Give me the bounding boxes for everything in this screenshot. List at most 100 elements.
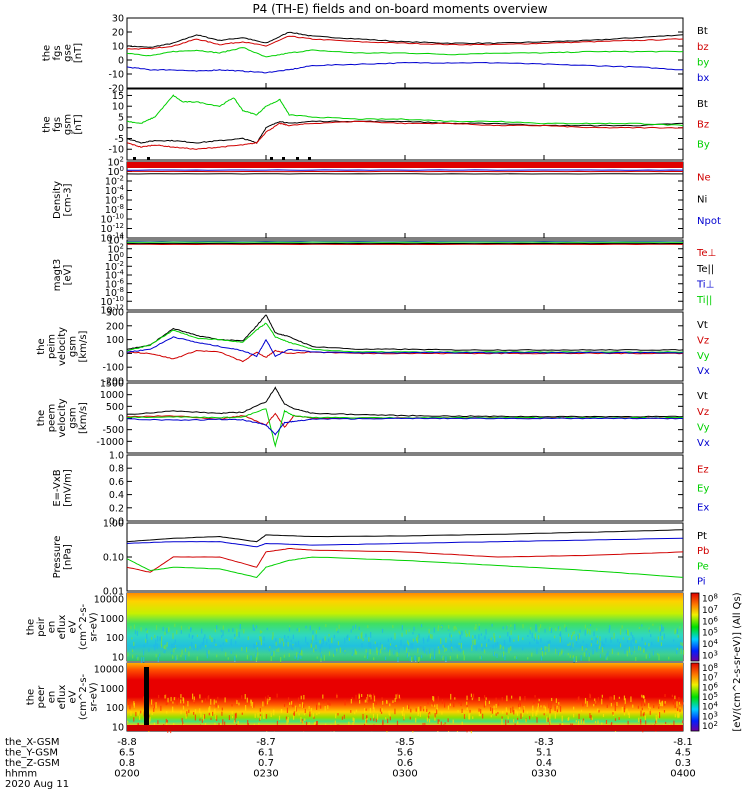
series-line-Vt (126, 314, 684, 351)
spectrogram-speckle (584, 629, 586, 636)
spectrogram-speckle (502, 646, 504, 650)
spectrogram-speckle (490, 707, 492, 712)
spectrogram-speckle (429, 711, 431, 715)
spectrogram-speckle (301, 650, 303, 656)
spectrogram-speckle (154, 645, 156, 651)
spectrogram-speckle (167, 697, 169, 703)
spectrogram-speckle (599, 642, 601, 647)
spectrogram-speckle (674, 714, 676, 718)
y-axis-label: the (41, 45, 52, 61)
spectrogram-speckle (466, 695, 468, 701)
spectrogram-speckle (381, 644, 383, 650)
spectrogram-speckle (148, 719, 150, 724)
spectrogram-speckle (300, 695, 302, 700)
spectrogram-speckle (645, 720, 647, 725)
spectrogram-speckle (415, 656, 417, 662)
y-tick-label: 10-8 (105, 203, 124, 216)
spectrogram-speckle (320, 653, 322, 659)
y-tick-label: 10-10 (100, 213, 124, 226)
spectrogram-speckle (624, 705, 626, 710)
spectrogram-speckle (187, 700, 189, 707)
spectrogram-speckle (276, 693, 278, 698)
spectrogram-speckle (673, 639, 675, 642)
spectrogram-speckle (253, 627, 256, 631)
spectrogram-speckle (362, 638, 364, 642)
spectrogram-speckle (485, 700, 487, 706)
spectrogram-speckle (381, 708, 383, 711)
spectrogram-speckle (466, 701, 468, 706)
spectrogram-speckle (640, 719, 642, 723)
spectrogram-speckle (567, 652, 569, 656)
spectrogram-speckle (555, 627, 557, 632)
spectrogram-speckle (648, 703, 650, 709)
spectrogram-speckle (478, 634, 480, 640)
spectrogram-speckle (510, 630, 512, 635)
spectrogram-speckle (632, 638, 634, 642)
spectrogram-speckle (582, 700, 584, 707)
legend-entry: Te⊥ (696, 248, 716, 259)
spectrogram-speckle (580, 719, 582, 724)
spectrogram-speckle (186, 711, 188, 717)
spectrogram-speckle (434, 713, 436, 718)
spectrogram-speckle (367, 696, 369, 702)
spectrogram-speckle (608, 628, 610, 633)
spectrogram-speckle (259, 635, 261, 641)
spectrogram-speckle (243, 629, 245, 634)
spectrogram-speckle (184, 648, 187, 652)
spectrogram-speckle (264, 700, 267, 706)
spectrogram-speckle (199, 718, 201, 721)
spectrogram-speckle (460, 701, 462, 707)
spectrogram-speckle (298, 628, 300, 633)
spectrogram-speckle (514, 656, 516, 659)
spectrogram-speckle (442, 644, 444, 648)
spectrogram-speckle (523, 706, 525, 710)
spectrogram-speckle (438, 719, 440, 722)
spectrogram-speckle (617, 638, 619, 643)
legend-entry: Ez (697, 465, 709, 476)
spectrogram-speckle (337, 630, 339, 634)
spectrogram-speckle (575, 655, 577, 662)
spectrogram-speckle (437, 719, 439, 724)
spectrogram-speckle (299, 646, 302, 653)
spectrogram-speckle (680, 648, 682, 655)
spectrogram-speckle (549, 640, 551, 644)
spectrogram-speckle (213, 638, 216, 643)
spectrogram-speckle (491, 708, 494, 714)
spectrogram-speckle (367, 652, 369, 657)
series-line-Bz (126, 120, 684, 150)
y-tick-label: 500 (106, 402, 124, 413)
y-tick-label: 100 (106, 633, 124, 644)
spectrogram-speckle (679, 704, 681, 707)
panel-7: 0.01 0.10 1.00 Pressure [nPa] Pt Pb Pe Pi (52, 519, 710, 598)
spectrogram-speckle (186, 700, 188, 705)
spectrogram-speckle (369, 708, 371, 713)
colorbar-tick-label: 105 (702, 691, 718, 703)
spectrogram-speckle (397, 694, 399, 700)
spectrogram-speckle (444, 722, 446, 725)
colorbar-tick-label: 103 (702, 710, 718, 722)
spectrogram-speckle (621, 707, 623, 713)
spectrogram-speckle (298, 651, 300, 654)
spectrogram-speckle (221, 648, 223, 652)
spectrogram-speckle (364, 699, 366, 703)
spectrogram-speckle (260, 639, 262, 646)
spectrogram-speckle (453, 703, 455, 708)
y-tick-label: 20 (112, 28, 124, 39)
spectrogram-speckle (559, 723, 561, 727)
spectrogram-speckle (231, 704, 233, 707)
spectrogram-speckle (352, 722, 354, 728)
spectrogram-speckle (454, 625, 456, 629)
spectrogram-speckle (601, 647, 604, 653)
spectrogram-speckle (211, 637, 213, 643)
spectrogram-speckle (202, 714, 204, 721)
spectrogram-speckle (502, 710, 504, 714)
spectrogram-speckle (263, 643, 265, 647)
spectrogram-speckle (322, 638, 324, 641)
spectrogram-speckle (601, 641, 603, 646)
spectrogram-speckle (235, 654, 238, 658)
spectrogram-speckle (176, 630, 178, 635)
spectrogram-speckle (501, 719, 503, 725)
spectrogram-speckle (466, 704, 468, 708)
spectrogram-speckle (195, 644, 197, 648)
legend-entry: Vy (697, 422, 710, 433)
